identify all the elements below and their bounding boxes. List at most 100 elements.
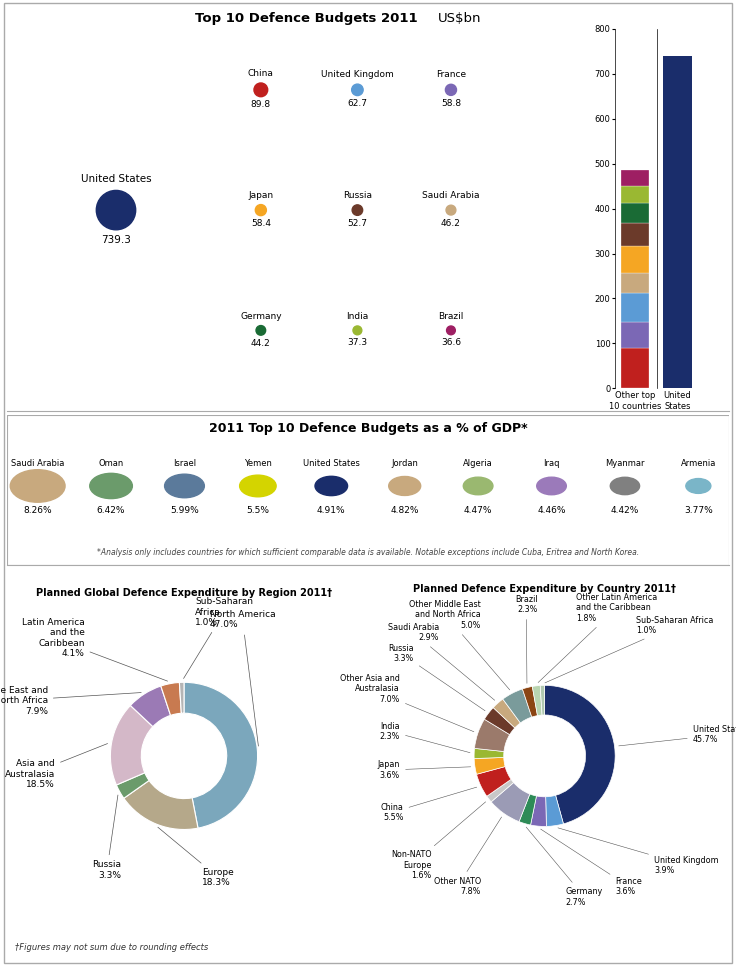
Wedge shape xyxy=(486,780,514,802)
Text: 4.82%: 4.82% xyxy=(391,506,419,515)
Text: United Kingdom: United Kingdom xyxy=(321,71,394,79)
Text: United Kingdom
3.9%: United Kingdom 3.9% xyxy=(558,828,718,875)
Text: United States
45.7%: United States 45.7% xyxy=(619,725,736,746)
Text: *Analysis only includes countries for which sufficient comparable data is availa: *Analysis only includes countries for wh… xyxy=(97,549,639,557)
Text: 6.42%: 6.42% xyxy=(97,506,125,515)
Wedge shape xyxy=(180,682,184,713)
Wedge shape xyxy=(475,720,510,752)
Circle shape xyxy=(10,469,65,502)
Wedge shape xyxy=(491,782,530,822)
Text: Yemen: Yemen xyxy=(244,459,272,468)
Text: Other Middle East
and North Africa
5.0%: Other Middle East and North Africa 5.0% xyxy=(409,600,510,690)
Text: 2011 Top 10 Defence Budgets as a % of GDP*: 2011 Top 10 Defence Budgets as a % of GD… xyxy=(209,422,527,435)
Text: Russia
3.3%: Russia 3.3% xyxy=(389,644,485,711)
Wedge shape xyxy=(476,767,511,796)
Text: Sub-Saharan Africa
1.0%: Sub-Saharan Africa 1.0% xyxy=(545,615,714,683)
Bar xyxy=(620,223,649,246)
Text: France: France xyxy=(436,71,466,79)
Text: 4.46%: 4.46% xyxy=(537,506,566,515)
Circle shape xyxy=(610,477,640,495)
Circle shape xyxy=(447,326,456,335)
Wedge shape xyxy=(531,796,546,827)
Circle shape xyxy=(353,326,362,335)
Text: Planned Global Defence Expenditure by Region 2011†: Planned Global Defence Expenditure by Re… xyxy=(36,587,332,598)
Wedge shape xyxy=(474,757,505,775)
Wedge shape xyxy=(545,685,615,824)
Text: Israel: Israel xyxy=(173,459,196,468)
Text: 8.26%: 8.26% xyxy=(24,506,52,515)
Bar xyxy=(620,294,649,322)
Text: 52.7: 52.7 xyxy=(347,219,367,228)
Text: US$bn: US$bn xyxy=(438,12,481,24)
Text: 46.2: 46.2 xyxy=(441,218,461,228)
Text: India: India xyxy=(346,312,369,321)
Text: Middle East and
North Africa
7.9%: Middle East and North Africa 7.9% xyxy=(0,686,141,716)
Text: 3.77%: 3.77% xyxy=(684,506,712,515)
Circle shape xyxy=(537,477,566,495)
Bar xyxy=(620,170,649,186)
Wedge shape xyxy=(519,794,537,825)
Text: China: China xyxy=(248,70,274,78)
Circle shape xyxy=(256,326,266,335)
Text: Japan
3.6%: Japan 3.6% xyxy=(378,760,471,780)
Wedge shape xyxy=(474,749,504,758)
Wedge shape xyxy=(484,708,514,734)
Text: Asia and
Australasia
18.5%: Asia and Australasia 18.5% xyxy=(5,744,107,789)
Text: Saudi Arabia
2.9%: Saudi Arabia 2.9% xyxy=(388,623,495,700)
Text: Planned Defence Expenditure by Country 2011†: Planned Defence Expenditure by Country 2… xyxy=(413,583,676,594)
Text: Non-NATO
Europe
1.6%: Non-NATO Europe 1.6% xyxy=(391,802,486,880)
Bar xyxy=(620,246,649,272)
Circle shape xyxy=(165,474,205,497)
Text: Other NATO
7.8%: Other NATO 7.8% xyxy=(434,817,502,896)
Text: 37.3: 37.3 xyxy=(347,338,367,348)
Wedge shape xyxy=(503,689,531,723)
Text: Jordan: Jordan xyxy=(392,459,418,468)
Circle shape xyxy=(315,476,347,496)
Text: India
2.3%: India 2.3% xyxy=(380,722,470,753)
Bar xyxy=(620,272,649,294)
Text: United States: United States xyxy=(81,175,152,185)
Bar xyxy=(620,203,649,223)
Text: Germany
2.7%: Germany 2.7% xyxy=(526,827,603,907)
Text: Saudi Arabia: Saudi Arabia xyxy=(422,191,480,200)
Circle shape xyxy=(445,84,456,96)
Bar xyxy=(663,56,692,388)
Wedge shape xyxy=(130,686,171,726)
Text: 44.2: 44.2 xyxy=(251,339,271,348)
Wedge shape xyxy=(184,682,258,828)
Text: Oman: Oman xyxy=(99,459,124,468)
Bar xyxy=(620,322,649,348)
Text: Germany: Germany xyxy=(240,312,282,321)
Text: Russia: Russia xyxy=(343,191,372,200)
Text: Brazil: Brazil xyxy=(438,312,464,321)
Text: France
3.6%: France 3.6% xyxy=(541,829,642,896)
Text: Sub-Saharan
Africa
1.0%: Sub-Saharan Africa 1.0% xyxy=(183,598,253,678)
Wedge shape xyxy=(540,685,545,715)
Text: Myanmar: Myanmar xyxy=(605,459,645,468)
Text: 58.4: 58.4 xyxy=(251,219,271,228)
Bar xyxy=(620,348,649,388)
Text: Other Asia and
Australasia
7.0%: Other Asia and Australasia 7.0% xyxy=(340,674,474,732)
Circle shape xyxy=(90,473,132,498)
Wedge shape xyxy=(532,686,542,716)
Circle shape xyxy=(446,205,456,215)
Text: Brazil
2.3%: Brazil 2.3% xyxy=(515,594,537,683)
Wedge shape xyxy=(523,687,537,717)
Text: 36.6: 36.6 xyxy=(441,338,461,348)
Text: Latin America
and the
Caribbean
4.1%: Latin America and the Caribbean 4.1% xyxy=(22,618,168,681)
Text: Armenia: Armenia xyxy=(681,459,716,468)
Wedge shape xyxy=(110,705,153,785)
Text: 4.47%: 4.47% xyxy=(464,506,492,515)
Text: Top 10 Defence Budgets 2011: Top 10 Defence Budgets 2011 xyxy=(196,12,422,24)
Text: 5.5%: 5.5% xyxy=(247,506,269,515)
Circle shape xyxy=(240,475,276,497)
Wedge shape xyxy=(545,795,564,826)
Wedge shape xyxy=(161,682,181,716)
Bar xyxy=(620,186,649,203)
X-axis label: United
States: United States xyxy=(664,391,691,411)
Wedge shape xyxy=(124,781,198,830)
Circle shape xyxy=(352,84,363,96)
Text: Europe
18.3%: Europe 18.3% xyxy=(158,827,234,887)
Text: 4.42%: 4.42% xyxy=(611,506,639,515)
Text: Japan: Japan xyxy=(248,190,273,200)
